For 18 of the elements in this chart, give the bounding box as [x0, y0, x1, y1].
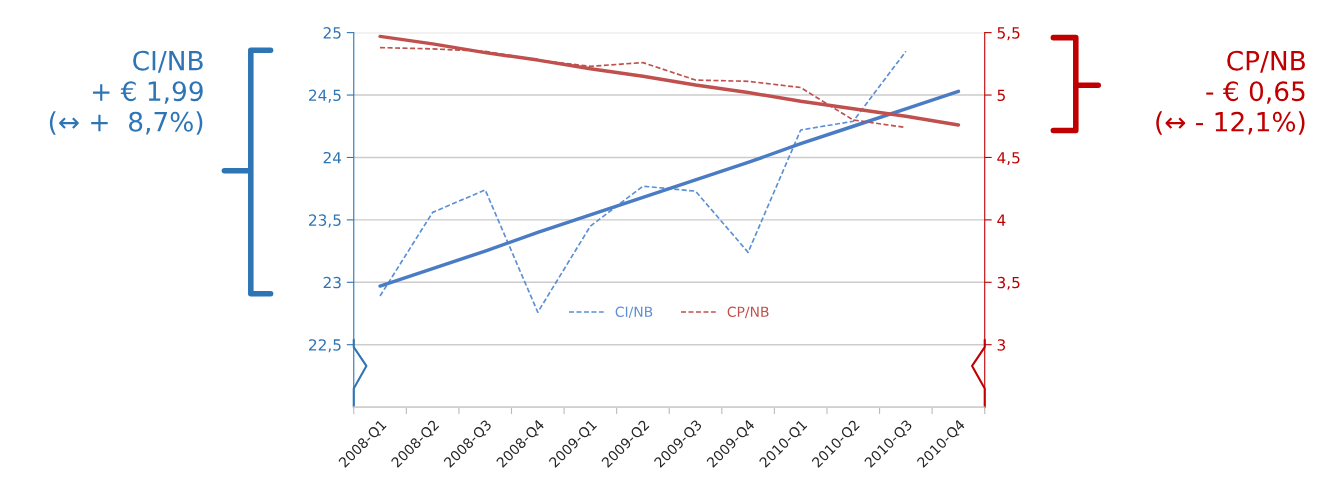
y2-tick-label: 4,5	[997, 152, 1020, 166]
y-tick-label: 25	[323, 27, 341, 39]
legend-label: CP/NB	[727, 306, 769, 319]
y2-tick-label: 5,5	[997, 27, 1020, 41]
y-tick-label: 23	[323, 276, 341, 289]
y2-tick-label: 3	[997, 339, 1006, 351]
y2-tick-label: 4	[997, 214, 1006, 226]
y-tick-label: 23,5	[309, 214, 341, 228]
y2-tick-label: 5	[997, 89, 1005, 102]
text: CI/NB + € 1,99 (↔ + 8,7%)	[49, 50, 203, 135]
y-tick-label: 22,5	[309, 339, 341, 353]
y2-tick-label: 3,5	[997, 276, 1020, 290]
legend-label: CI/NB	[615, 306, 653, 319]
line-series	[378, 89, 961, 288]
line-series	[378, 34, 961, 127]
y-tick-label: 24	[323, 151, 342, 164]
y-tick-label: 24,5	[309, 89, 341, 103]
text: CP/NB - € 0,65 (↔ - 12,1%)	[1156, 50, 1305, 135]
